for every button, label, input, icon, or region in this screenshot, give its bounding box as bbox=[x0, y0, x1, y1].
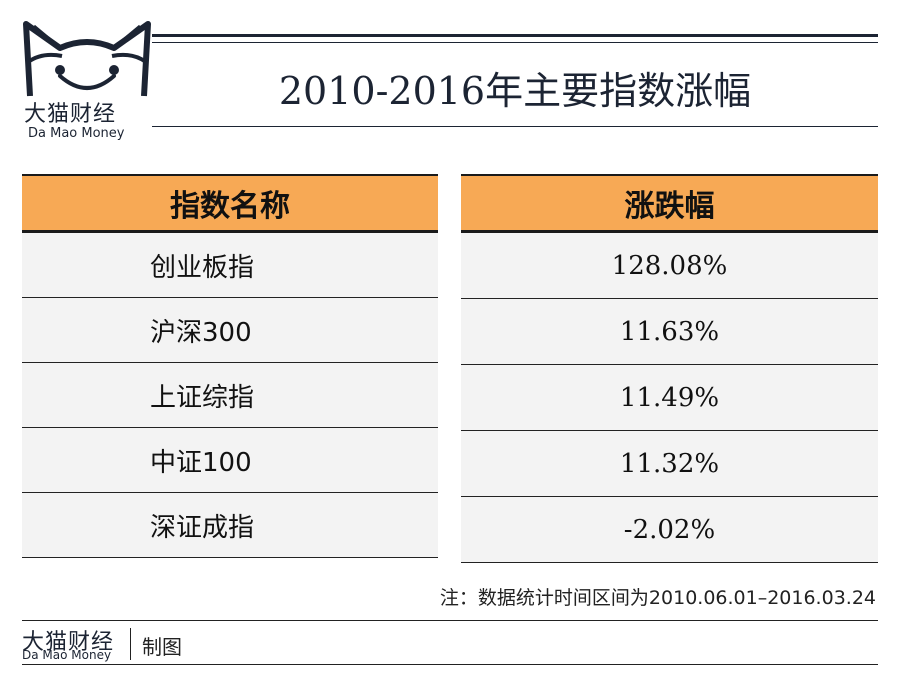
footer-brand-cn: 大猫财经 bbox=[22, 630, 115, 655]
column-header-change: 涨跌幅 bbox=[461, 174, 878, 233]
page-title: 2010-2016年主要指数涨幅 bbox=[278, 69, 752, 113]
data-period-note: 注：数据统计时间区间为2010.06.01–2016.03.24 bbox=[439, 587, 876, 609]
footer-rule-top bbox=[22, 620, 878, 621]
change-column: 涨跌幅 128.08% 11.63% 11.49% 11.32% -2.02% bbox=[461, 174, 878, 563]
footer-made-by: 制图 bbox=[142, 635, 182, 659]
table-cell-name: 深证成指 bbox=[22, 493, 438, 558]
table-cell-name: 中证100 bbox=[22, 428, 438, 493]
table-cell-change: -2.02% bbox=[461, 497, 878, 563]
index-name-column: 指数名称 创业板指 沪深300 上证综指 中证100 深证成指 bbox=[22, 174, 438, 558]
table-cell-change: 128.08% bbox=[461, 233, 878, 299]
table-cell-name: 沪深300 bbox=[22, 298, 438, 363]
header-rule-thick bbox=[152, 34, 878, 37]
table-cell-name: 上证综指 bbox=[22, 363, 438, 428]
table-cell-change: 11.63% bbox=[461, 299, 878, 365]
logo-brand-en: Da Mao Money bbox=[28, 126, 125, 141]
title-rule bbox=[152, 126, 878, 127]
table-cell-change: 11.32% bbox=[461, 431, 878, 497]
footer-brand-en: Da Mao Money bbox=[22, 648, 112, 662]
table-cell-change: 11.49% bbox=[461, 365, 878, 431]
footer-rule-bottom bbox=[22, 664, 878, 665]
footer-separator bbox=[130, 628, 131, 660]
table-cell-name: 创业板指 bbox=[22, 233, 438, 298]
logo-brand-cn: 大猫财经 bbox=[24, 102, 117, 127]
header-rule-thin bbox=[152, 42, 878, 43]
column-header-name: 指数名称 bbox=[22, 174, 438, 233]
cat-face-logo bbox=[23, 21, 151, 97]
